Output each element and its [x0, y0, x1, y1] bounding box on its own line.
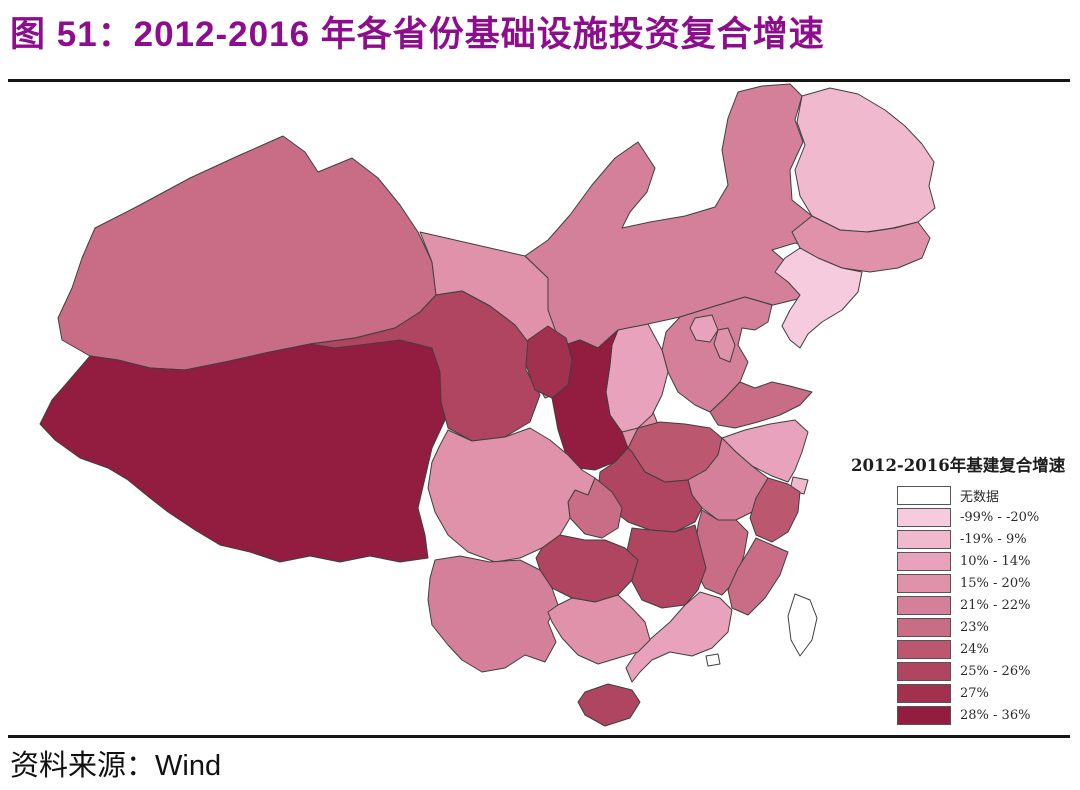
legend-item: 27% — [851, 682, 1077, 704]
province-qinghai — [309, 290, 541, 442]
legend-item: -99% - -20% — [851, 506, 1077, 528]
province-fujian — [727, 537, 789, 616]
province-hongkong — [705, 653, 721, 667]
source-label: 资料来源： — [10, 750, 156, 782]
legend-swatch — [897, 551, 951, 571]
legend-swatch — [897, 507, 951, 527]
province-shanxi — [605, 323, 669, 433]
legend-swatch — [897, 573, 951, 593]
provinces — [39, 83, 936, 727]
legend-swatch — [897, 639, 951, 659]
legend-swatch — [897, 683, 951, 703]
legend-title: 2012-2016年基建复合增速 — [851, 456, 1066, 475]
legend-swatch — [897, 595, 951, 615]
legend-item: 10% - 14% — [851, 550, 1077, 572]
province-yunnan — [427, 555, 559, 673]
province-beijing — [689, 314, 719, 343]
province-taiwan — [787, 593, 818, 657]
legend-label: 无数据 — [960, 489, 1000, 505]
legend-swatch — [897, 705, 951, 725]
legend-item: -19% - 9% — [851, 528, 1077, 550]
province-zhejiang — [749, 477, 801, 543]
map-legend: 2012-2016年基建复合增速 无数据 -99% - -20% -19% - 9%… — [851, 452, 1077, 726]
legend-label: 21% - 22% — [960, 597, 1031, 613]
province-hainan — [577, 683, 641, 727]
legend-swatch — [897, 661, 951, 681]
legend-item: 28% - 36% — [851, 704, 1077, 726]
legend-label: 25% - 26% — [960, 663, 1031, 679]
province-hunan — [625, 524, 707, 609]
province-guangxi — [547, 594, 651, 665]
legend-label: 15% - 20% — [960, 575, 1031, 591]
legend-item: 15% - 20% — [851, 572, 1077, 594]
legend-item: 24% — [851, 638, 1077, 660]
legend-item: 23% — [851, 616, 1077, 638]
province-ningxia — [525, 325, 573, 399]
legend-label: -19% - 9% — [960, 531, 1027, 547]
province-tianjin — [713, 327, 736, 363]
legend-label: 28% - 36% — [960, 707, 1031, 723]
legend-label: 27% — [960, 685, 989, 701]
figure-title: 图 51：2012-2016 年各省份基础设施投资复合增速 — [10, 15, 825, 54]
legend-item: 无数据 — [851, 484, 1077, 506]
source-divider — [8, 735, 1070, 738]
province-heilongjiang — [794, 87, 936, 233]
legend-label: 24% — [960, 641, 989, 657]
province-liaoning — [774, 247, 863, 349]
province-shandong — [709, 381, 813, 429]
title-divider — [8, 79, 1070, 82]
legend-item: 25% - 26% — [851, 660, 1077, 682]
legend-items: 无数据 -99% - -20% -19% - 9% 10% - 14% 15% - 20… — [851, 484, 1077, 726]
source-value: Wind — [155, 750, 222, 782]
legend-swatch — [897, 529, 951, 549]
legend-swatch — [897, 485, 951, 505]
legend-label: 10% - 14% — [960, 553, 1031, 569]
legend-item: 21% - 22% — [851, 594, 1077, 616]
source-line: 资料来源：Wind — [10, 742, 221, 784]
legend-label: -99% - -20% — [960, 509, 1040, 525]
province-sichuan — [427, 427, 596, 563]
legend-swatch — [897, 617, 951, 637]
legend-label: 23% — [960, 619, 989, 635]
